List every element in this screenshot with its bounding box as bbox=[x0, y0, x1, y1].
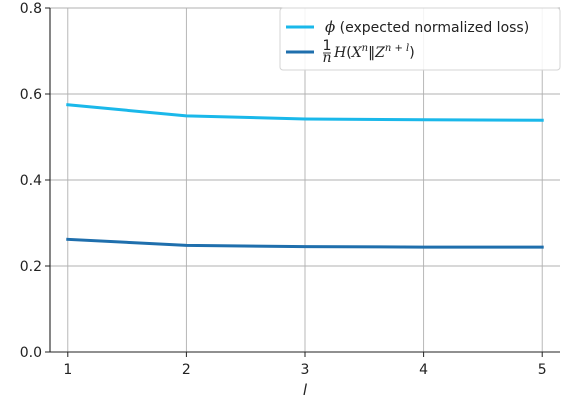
y-tick-label: 0.2 bbox=[20, 259, 42, 275]
series-line-2 bbox=[66, 237, 544, 249]
svg-text:1: 1 bbox=[323, 38, 332, 54]
x-tick-label: 4 bbox=[419, 362, 428, 378]
svg-text:n: n bbox=[322, 50, 331, 66]
legend-box bbox=[279, 7, 561, 71]
x-axis-label: l bbox=[303, 381, 308, 399]
y-tick-label: 0.0 bbox=[20, 345, 42, 361]
tick-labels: 1 2 3 4 5 0.0 0.2 0.4 0.6 0.8 bbox=[20, 1, 547, 378]
axes bbox=[45, 7, 560, 357]
x-tick-label: 2 bbox=[182, 362, 191, 378]
series-line-1 bbox=[66, 103, 544, 122]
y-tick-label: 0.8 bbox=[20, 1, 42, 17]
y-tick-label: 0.6 bbox=[20, 87, 42, 103]
x-tick-label: 3 bbox=[301, 362, 310, 378]
x-tick-label: 1 bbox=[63, 362, 72, 378]
legend: ϕ (expected normalized loss) 1 n H(Xn‖Zn… bbox=[279, 7, 561, 71]
x-tick-label: 5 bbox=[538, 362, 547, 378]
series-lines bbox=[66, 103, 544, 249]
y-tick-label: 0.4 bbox=[20, 173, 42, 189]
legend-label-phi: ϕ (expected normalized loss) bbox=[325, 18, 529, 36]
